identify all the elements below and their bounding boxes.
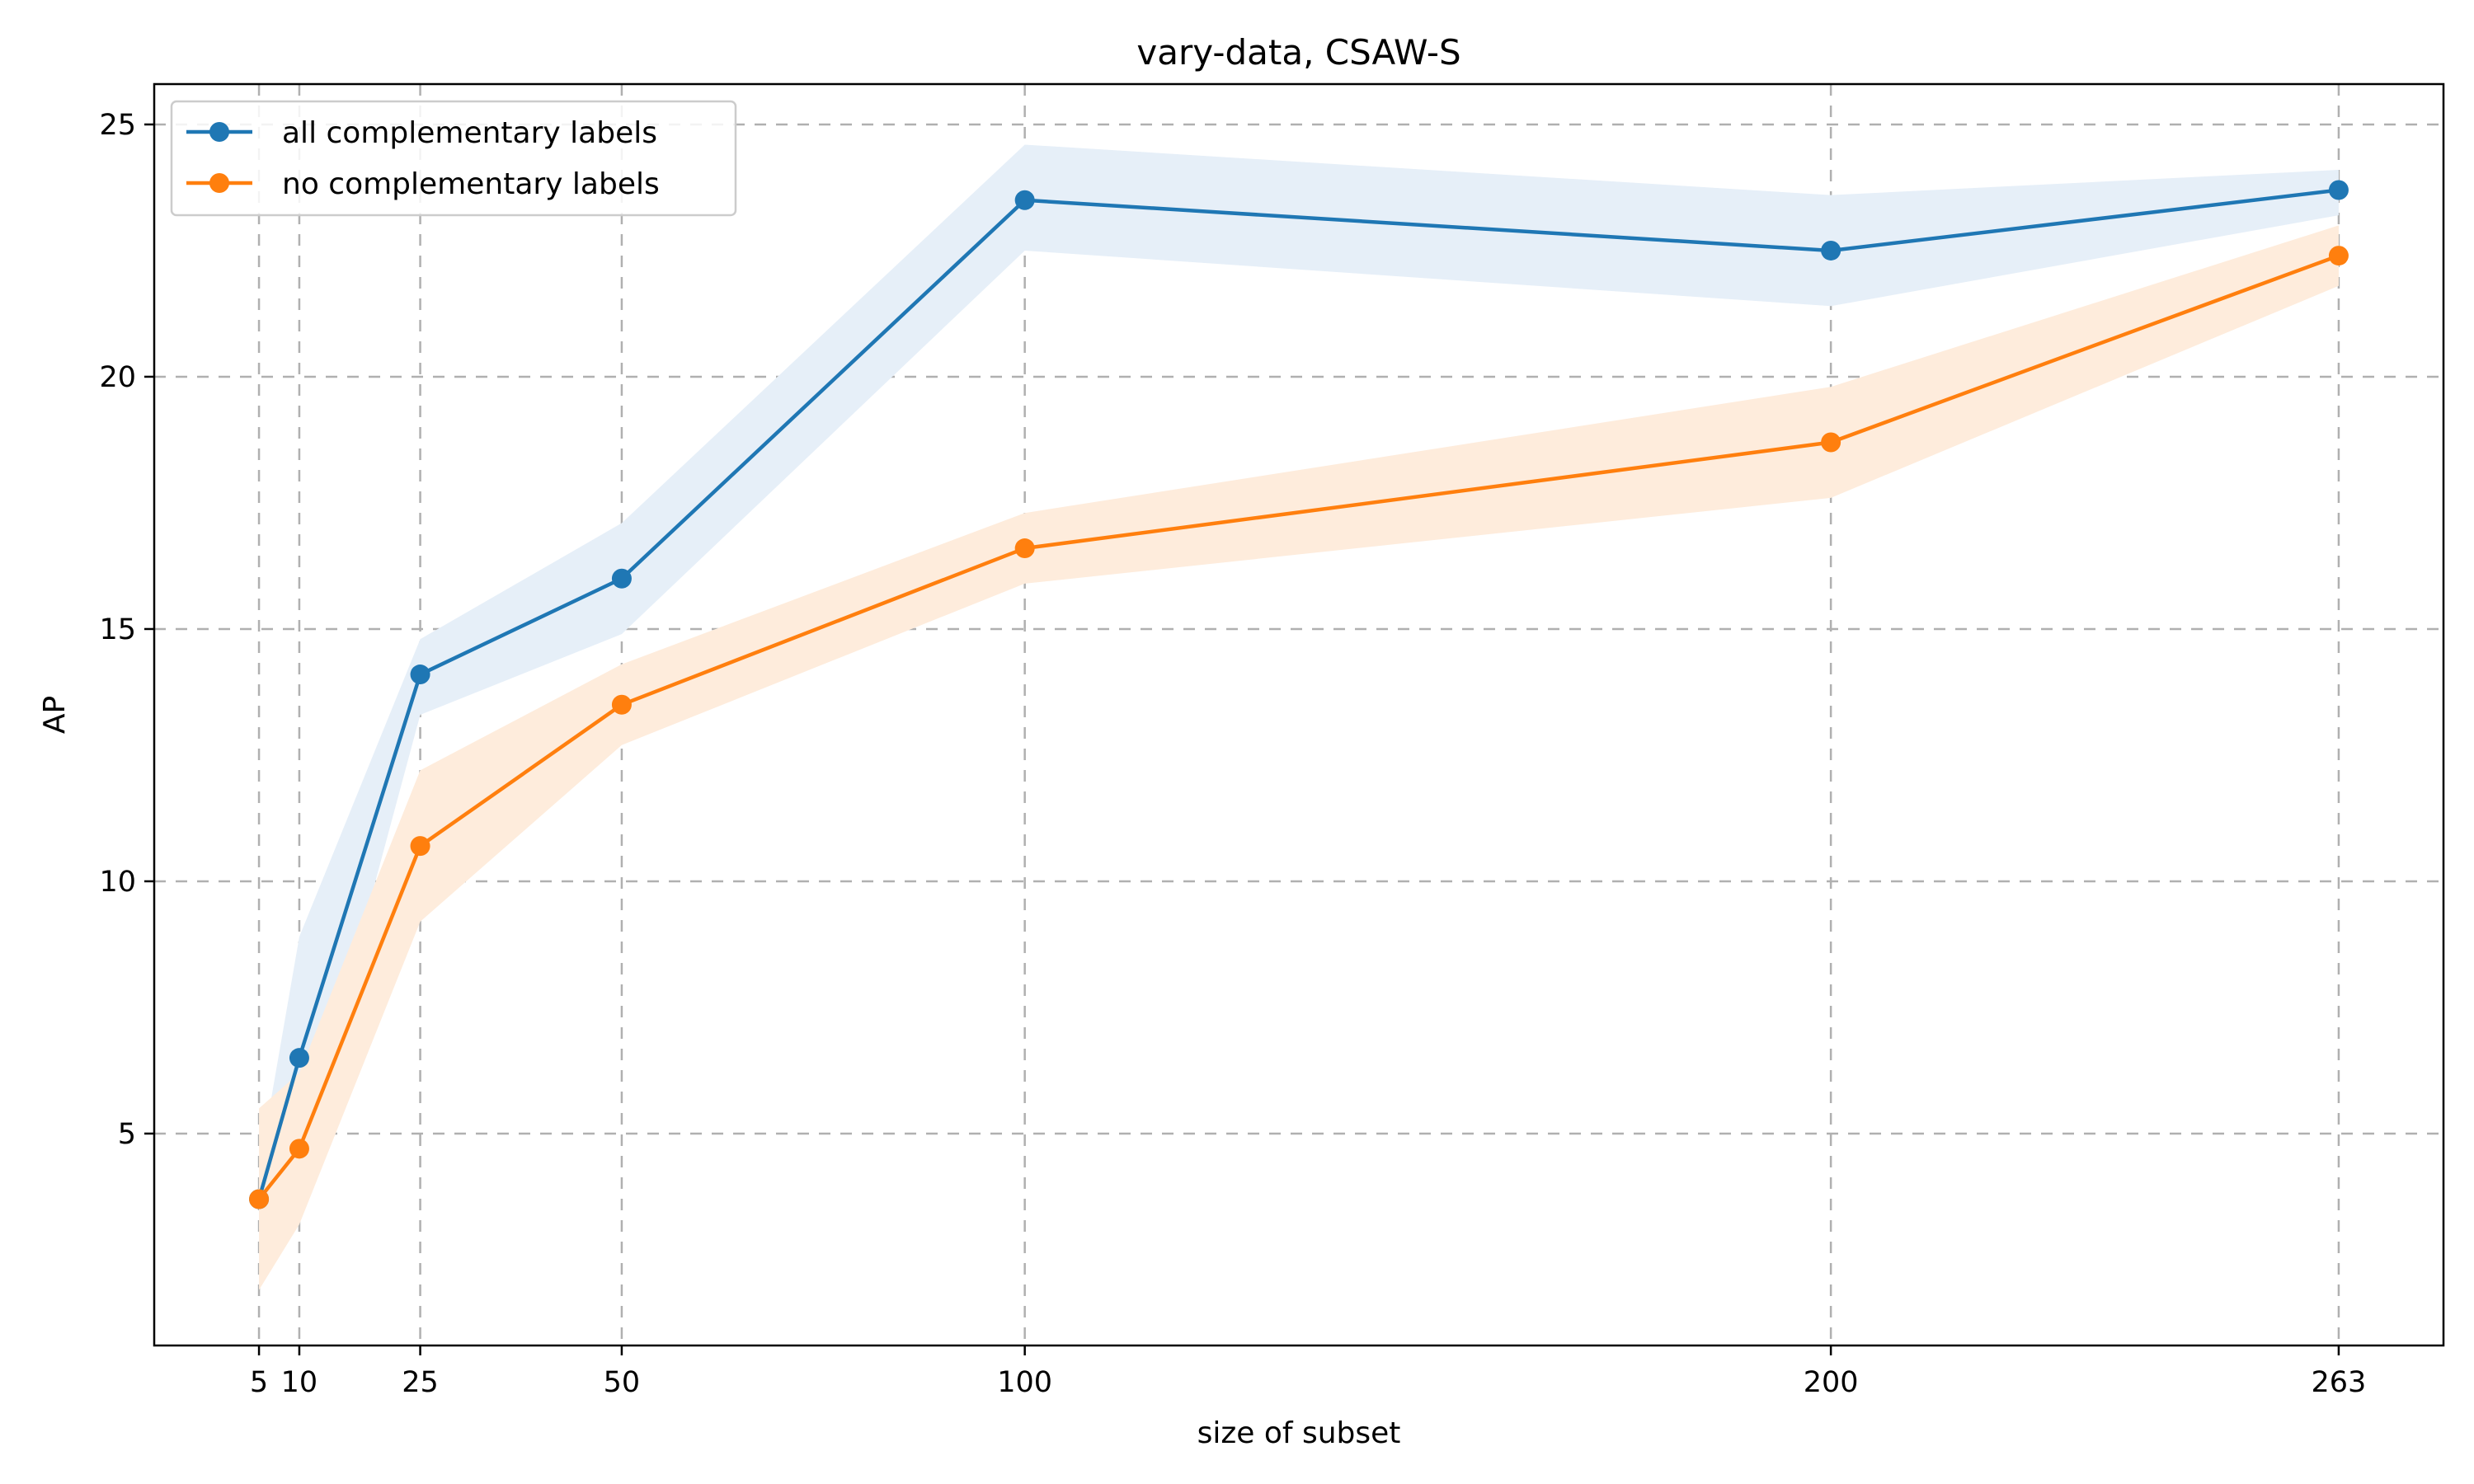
confidence-bands <box>259 144 2339 1290</box>
y-axis: 5 10 15 20 25 <box>99 109 154 1151</box>
data-point-1 <box>410 836 430 857</box>
y-tick-label: 15 <box>99 613 136 646</box>
legend-label-1: no complementary labels <box>282 167 660 201</box>
legend-marker-0 <box>209 122 229 142</box>
series-markers <box>249 180 2349 1209</box>
x-axis: 5 10 25 50 100 200 263 <box>250 1345 2366 1399</box>
y-tick-label: 5 <box>118 1118 136 1151</box>
x-tick-label: 200 <box>1804 1366 1859 1399</box>
data-point-0 <box>1014 190 1035 210</box>
x-tick-label: 50 <box>604 1366 641 1399</box>
confidence-band-0 <box>259 144 2339 1230</box>
data-point-0 <box>289 1048 309 1068</box>
legend: all complementary labels no complementary… <box>170 100 737 217</box>
x-axis-label: size of subset <box>1197 1416 1401 1450</box>
x-tick-label: 25 <box>402 1366 439 1399</box>
data-point-1 <box>249 1189 270 1209</box>
data-point-1 <box>2328 246 2349 266</box>
data-point-0 <box>611 568 632 589</box>
x-tick-label: 10 <box>281 1366 318 1399</box>
x-tick-label: 100 <box>997 1366 1052 1399</box>
data-point-0 <box>2328 180 2349 200</box>
data-point-1 <box>1821 432 1841 453</box>
data-point-1 <box>611 694 632 715</box>
data-point-1 <box>1014 538 1035 559</box>
x-tick-label: 263 <box>2312 1366 2367 1399</box>
y-axis-label: AP <box>38 696 72 734</box>
confidence-band-1 <box>259 225 2339 1290</box>
y-tick-label: 10 <box>99 866 136 899</box>
legend-label-0: all complementary labels <box>282 116 657 150</box>
data-point-0 <box>410 665 430 685</box>
chart-title: vary-data, CSAW-S <box>1136 32 1460 73</box>
legend-marker-1 <box>209 173 229 193</box>
data-point-1 <box>289 1139 309 1159</box>
plot-frame <box>153 82 2445 1347</box>
y-tick-label: 20 <box>99 361 136 394</box>
y-tick-label: 25 <box>99 109 136 142</box>
data-point-0 <box>1821 240 1841 261</box>
legend-box <box>170 100 737 217</box>
x-tick-label: 5 <box>250 1366 268 1399</box>
